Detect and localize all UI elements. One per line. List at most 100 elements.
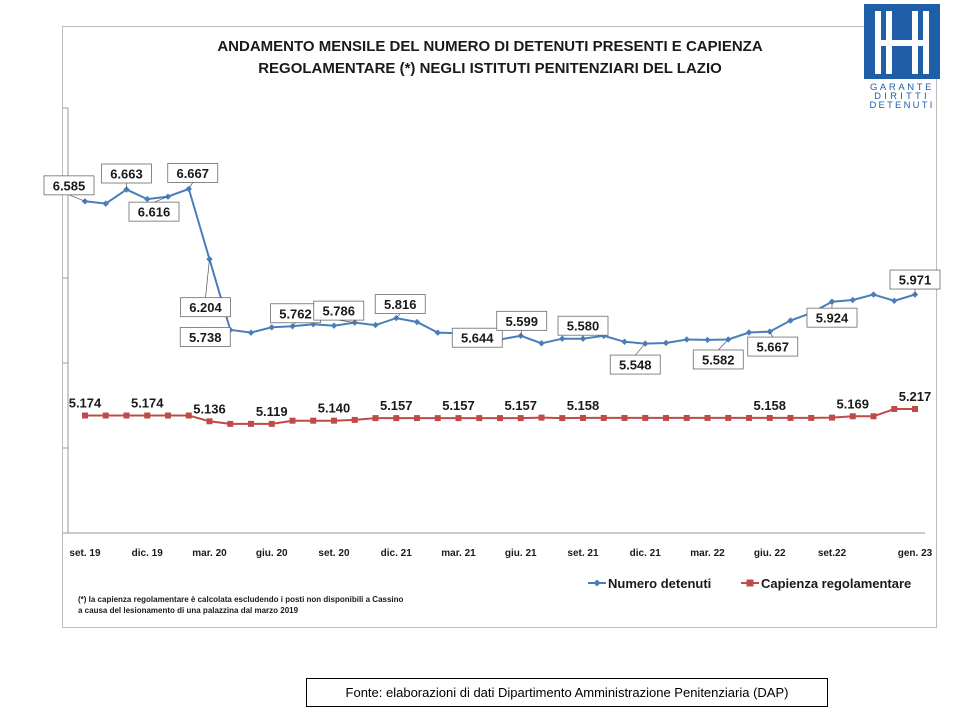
data-point — [642, 414, 649, 421]
data-point — [351, 416, 358, 423]
data-label-box — [806, 307, 858, 328]
x-tick-label: mar. 20 — [192, 548, 227, 559]
data-label: 5.140 — [318, 401, 351, 416]
legend: Numero detenuti Capienza regolamentare — [588, 576, 911, 591]
data-point — [123, 412, 130, 419]
data-point — [787, 317, 794, 324]
x-tick-label: mar. 22 — [690, 548, 725, 559]
label-leader — [395, 313, 401, 319]
data-point — [559, 415, 566, 422]
label-leader — [188, 182, 194, 190]
legend-item-2: Capienza regolamentare — [741, 576, 911, 591]
data-point — [248, 420, 254, 427]
data-point — [372, 415, 379, 422]
data-point — [310, 417, 317, 424]
legend-item-1: Numero detenuti — [588, 576, 711, 591]
data-point — [683, 414, 690, 421]
footnote-line-2: a causa del lesionamento di una palazzin… — [78, 606, 299, 615]
data-label-box — [101, 163, 152, 184]
footnote-line-1: (*) la capienza regolamentare è calcolat… — [78, 595, 404, 604]
data-point — [268, 324, 275, 331]
data-point — [766, 414, 773, 421]
chart-frame — [62, 26, 937, 628]
data-point — [268, 420, 275, 427]
data-point — [849, 296, 856, 304]
data-point — [455, 415, 462, 422]
data-point — [912, 405, 918, 412]
x-tick-label: dic. 21 — [630, 548, 662, 559]
label-leader — [68, 194, 86, 202]
data-point — [144, 412, 151, 419]
data-point — [538, 414, 545, 421]
label-leader — [634, 343, 646, 356]
data-point — [372, 321, 379, 329]
x-tick-label: set. 20 — [318, 548, 350, 559]
data-label: 5.738 — [189, 330, 222, 345]
x-tick-label: set. 21 — [567, 548, 599, 559]
x-tick-label: giu. 22 — [754, 548, 786, 559]
data-label: 5.217 — [899, 389, 932, 404]
logo-text-3: DETENUTI — [869, 100, 934, 110]
data-point — [621, 414, 628, 421]
data-point — [476, 415, 483, 422]
data-label: 5.816 — [384, 297, 417, 312]
data-point — [829, 414, 835, 421]
data-label-box — [128, 201, 180, 222]
data-point — [82, 412, 88, 419]
footnote: (*) la capienza regolamentare è calcolat… — [78, 594, 438, 616]
data-point — [413, 318, 421, 326]
data-label-box — [313, 300, 365, 321]
x-tick-label: dic. 19 — [132, 548, 164, 559]
data-label-box — [43, 175, 95, 196]
x-tick-label: mar. 21 — [441, 548, 476, 559]
data-label-box — [374, 294, 426, 314]
data-label: 5.667 — [756, 340, 789, 355]
data-point — [538, 340, 545, 347]
axes: set. 19 dic. 19 mar. 20 giu. 20 set. 20 dic. … — [63, 107, 933, 559]
data-point — [621, 338, 628, 345]
data-point — [745, 329, 753, 336]
source-box: Fonte: elaborazioni di dati Dipartimento… — [306, 678, 828, 707]
chart-title: ANDAMENTO MENSILE DEL NUMERO DI DETENUTI… — [120, 36, 860, 80]
data-label: 5.157 — [504, 398, 537, 413]
x-tick-label: set.22 — [818, 548, 847, 559]
legend-marker — [593, 579, 601, 587]
data-point — [704, 336, 711, 344]
data-point — [206, 418, 213, 425]
legend-label: Numero detenuti — [608, 576, 711, 591]
data-label: 5.971 — [899, 273, 932, 288]
data-label: 5.644 — [461, 331, 494, 346]
data-label-box — [747, 336, 799, 357]
garante-logo-icon: GARANTE DIRITTI DETENUTI — [864, 4, 940, 110]
data-label-box — [557, 315, 609, 336]
data-label-box — [451, 327, 503, 348]
data-label: 6.663 — [110, 167, 143, 182]
data-point — [683, 336, 690, 343]
chart-title-line-2: REGOLAMENTARE (*) NEGLI ISTITUTI PENITEN… — [258, 60, 722, 77]
data-point — [144, 195, 151, 203]
data-point — [434, 329, 441, 336]
label-leader — [205, 259, 210, 298]
data-point — [414, 415, 420, 422]
data-point — [725, 414, 732, 421]
data-point — [393, 415, 400, 422]
data-label: 5.174 — [69, 396, 102, 411]
data-point — [891, 297, 898, 304]
data-label-box — [180, 297, 231, 318]
data-point — [870, 291, 877, 298]
data-point — [580, 414, 586, 421]
data-label: 5.169 — [836, 396, 869, 411]
label-leader — [769, 331, 774, 338]
data-point — [497, 415, 503, 422]
data-label: 5.174 — [131, 396, 164, 411]
chart-title-line-1: ANDAMENTO MENSILE DEL NUMERO DI DETENUTI… — [217, 38, 763, 55]
data-point — [102, 200, 109, 207]
label-leader — [717, 339, 729, 351]
data-label: 5.157 — [380, 398, 413, 413]
data-point — [870, 413, 877, 420]
x-tick-label: giu. 20 — [256, 548, 288, 559]
data-point — [289, 417, 296, 424]
data-point — [102, 412, 109, 419]
data-point — [330, 322, 338, 329]
data-label: 5.786 — [322, 304, 355, 319]
